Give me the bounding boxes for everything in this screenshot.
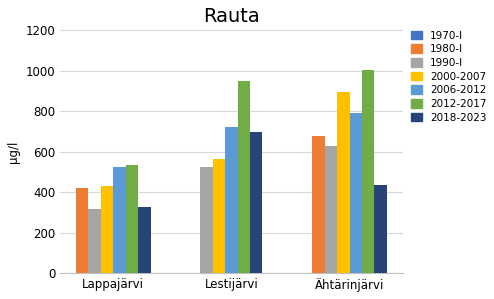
Title: Rauta: Rauta bbox=[203, 7, 260, 26]
Bar bbox=[325, 146, 337, 273]
Bar bbox=[101, 186, 113, 273]
Bar bbox=[350, 113, 362, 273]
Bar bbox=[201, 167, 213, 273]
Bar bbox=[312, 135, 325, 273]
Y-axis label: µg/l: µg/l bbox=[7, 141, 20, 163]
Bar bbox=[362, 70, 374, 273]
Bar bbox=[238, 81, 250, 273]
Bar bbox=[225, 127, 238, 273]
Bar bbox=[138, 208, 151, 273]
Bar bbox=[76, 188, 88, 273]
Bar bbox=[88, 210, 101, 273]
Bar bbox=[213, 159, 225, 273]
Bar bbox=[250, 132, 262, 273]
Bar bbox=[113, 167, 125, 273]
Bar bbox=[125, 165, 138, 273]
Bar bbox=[374, 185, 387, 273]
Legend: 1970-l, 1980-l, 1990-l, 2000-2007, 2006-2012, 2012-2017, 2018-2023: 1970-l, 1980-l, 1990-l, 2000-2007, 2006-… bbox=[412, 30, 487, 123]
Bar bbox=[337, 92, 350, 273]
